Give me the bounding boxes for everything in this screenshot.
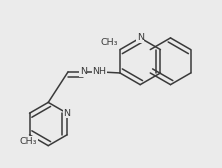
Text: CH₃: CH₃ [100,38,118,47]
Text: N: N [80,67,87,76]
Text: N: N [63,109,71,118]
Text: N: N [137,33,144,42]
Text: NH: NH [92,67,106,76]
Text: CH₃: CH₃ [20,137,37,146]
